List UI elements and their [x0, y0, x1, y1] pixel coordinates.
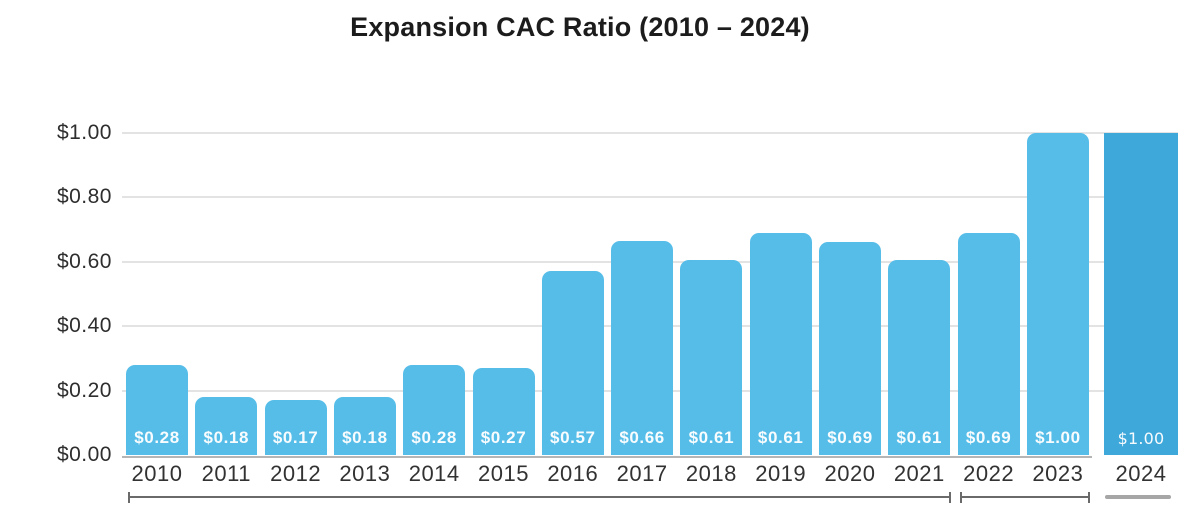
x-axis-label-2010: 2010 — [131, 461, 183, 486]
bar-2023: $1.00 — [1026, 133, 1089, 455]
era-bracket-2010-2021 — [128, 492, 952, 503]
x-axis-label-2018: 2018 — [685, 461, 737, 486]
bar-2017: $0.66 — [611, 240, 674, 455]
bar-2013: $0.18 — [333, 397, 396, 455]
bar-2016: $0.57 — [541, 271, 604, 455]
bar-value-label-2013: $0.18 — [342, 427, 388, 447]
x-axis-label-2013: 2013 — [339, 461, 391, 486]
x-axis-label-2019: 2019 — [755, 461, 807, 486]
x-axis-label-2024: 2024 — [1115, 461, 1167, 486]
x-axis-label-2011: 2011 — [201, 461, 251, 486]
bar-value-label-2016: $0.57 — [550, 427, 596, 447]
bar-value-label-2018: $0.61 — [688, 427, 735, 447]
bar-value-label-2019: $0.61 — [757, 427, 804, 447]
y-axis-label: $0.40 — [56, 314, 112, 338]
x-axis-label-2012: 2012 — [270, 461, 322, 486]
x-axis-label-2021: 2021 — [893, 461, 945, 486]
x-axis-label-2023: 2023 — [1032, 461, 1084, 486]
bar-value-label-2017: $0.66 — [619, 427, 665, 447]
bar-value-label-2022: $0.69 — [965, 427, 1012, 447]
bar-value-label-2023: $1.00 — [1035, 428, 1081, 447]
gridline-$0.80 — [122, 196, 1178, 199]
bar-2019: $0.61 — [749, 232, 812, 455]
bar-2021: $0.61 — [888, 260, 951, 455]
bar-2024: $1.00 — [1104, 133, 1178, 455]
bar-2012: $0.17 — [264, 400, 327, 455]
bar-2015: $0.27 — [472, 368, 535, 455]
x-axis-label-2014: 2014 — [408, 461, 460, 486]
x-axis-label-2017: 2017 — [616, 461, 668, 486]
bar-value-label-2015: $0.27 — [480, 427, 527, 447]
bar-value-label-2012: $0.17 — [272, 427, 319, 447]
era-underline-2024 — [1105, 495, 1171, 499]
bar-value-label-2010: $0.28 — [134, 427, 180, 447]
y-axis-label: $0.60 — [56, 249, 112, 273]
bar-2020: $0.69 — [819, 242, 881, 455]
bar-value-label-2020: $0.69 — [827, 427, 873, 447]
bar-value-label-2021: $0.61 — [896, 427, 943, 447]
bar-2014: $0.28 — [403, 364, 466, 455]
x-axis-label-2022: 2022 — [963, 461, 1015, 486]
x-axis-label-2015: 2015 — [478, 461, 529, 486]
bar-value-label-2014: $0.28 — [411, 427, 457, 447]
era-bracket-2022-2023 — [959, 492, 1090, 503]
bar-value-label-2024: $1.00 — [1117, 429, 1165, 448]
bar-2010: $0.28 — [126, 364, 188, 455]
bar-value-label-2011: $0.18 — [203, 427, 250, 447]
y-axis-label: $1.00 — [56, 121, 112, 144]
y-axis-label: $0.20 — [56, 378, 112, 402]
bar-2011: $0.18 — [195, 397, 258, 455]
x-axis-label-2020: 2020 — [824, 461, 876, 486]
y-axis-label: $0.00 — [56, 443, 112, 466]
chart-title: Expansion CAC Ratio (2010 – 2024) — [350, 12, 810, 42]
y-axis-label: $0.80 — [56, 185, 112, 209]
x-axis-label-2016: 2016 — [547, 461, 599, 486]
gridline-$1.00 — [122, 132, 1178, 134]
bar-2022: $0.69 — [957, 232, 1020, 455]
bar-2018: $0.61 — [680, 260, 743, 455]
x-axis-baseline — [122, 456, 1092, 458]
